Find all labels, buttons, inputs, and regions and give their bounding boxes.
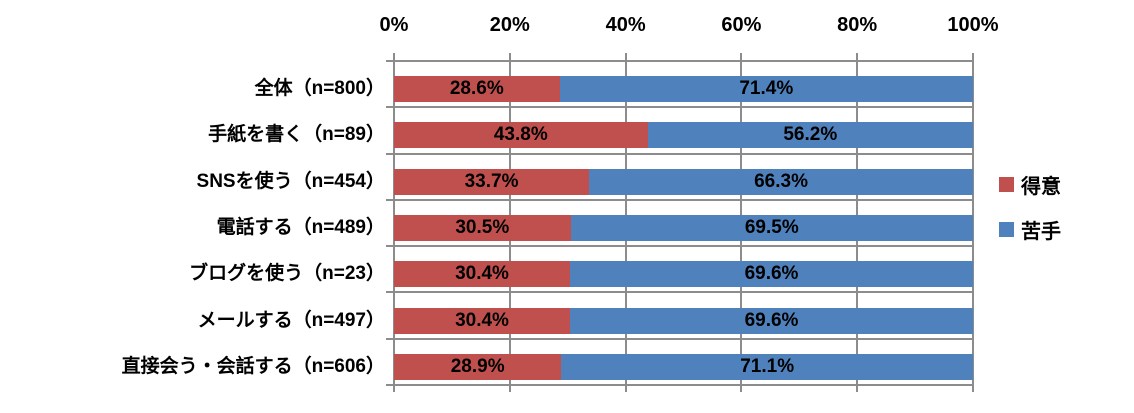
category-label: SNSを使う（n=454）	[196, 170, 385, 192]
category-label: メールする（n=497）	[197, 309, 385, 331]
bar-value-label: 66.3%	[754, 170, 808, 192]
bar-value-label: 69.6%	[744, 309, 799, 331]
bar-segment-tokui: 30.4%	[394, 261, 571, 288]
legend-label-tokui: 得意	[1021, 175, 1061, 198]
legend-item-tokui: 得意	[999, 171, 1061, 198]
horizontal-gridline	[386, 60, 973, 62]
horizontal-gridline	[386, 291, 973, 294]
bar-segment-tokui: 43.8%	[394, 122, 648, 149]
horizontal-gridline	[386, 245, 973, 248]
bar-value-label: 28.9%	[450, 355, 505, 377]
horizontal-gridline	[386, 198, 973, 201]
legend-swatch-tokui	[999, 176, 1014, 192]
horizontal-gridline	[386, 337, 973, 340]
horizontal-gridline	[386, 152, 973, 155]
category-label: 電話する（n=489）	[216, 217, 385, 238]
bar-value-label: 69.5%	[744, 217, 799, 238]
bar-segment-nigate: 71.1%	[561, 353, 973, 380]
bar-value-label: 71.1%	[740, 355, 795, 377]
horizontal-gridline	[386, 106, 973, 109]
bar-value-label: 56.2%	[783, 124, 838, 146]
bar-segment-nigate: 66.3%	[589, 168, 973, 195]
category-label: ブログを使う（n=23）	[189, 263, 385, 285]
bar-value-label: 33.7%	[464, 170, 519, 192]
bar-value-label: 69.6%	[744, 263, 799, 285]
x-axis-tick-label: 100%	[947, 14, 999, 36]
bar-segment-nigate: 69.5%	[570, 215, 973, 241]
bar-segment-tokui: 28.6%	[394, 76, 560, 103]
bar-segment-nigate: 69.6%	[570, 307, 973, 334]
bar-segment-tokui: 30.5%	[394, 215, 571, 241]
category-label: 直接会う・会話する（n=606）	[121, 355, 385, 377]
x-axis-tick-label: 40%	[605, 14, 646, 36]
bar-segment-tokui: 30.4%	[394, 307, 571, 334]
x-axis-tick-label: 20%	[489, 14, 530, 36]
legend-label-nigate: 苦手	[1021, 220, 1061, 243]
legend-swatch-nigate	[999, 221, 1014, 237]
bar-segment-nigate: 56.2%	[647, 122, 973, 149]
bar-value-label: 30.4%	[455, 309, 509, 331]
chart-legend: 得意 苦手	[999, 171, 1061, 261]
category-label: 全体（n=800）	[254, 78, 385, 100]
category-label: 手紙を書く（n=89）	[208, 124, 385, 146]
bar-value-label: 71.4%	[739, 78, 794, 100]
legend-item-nigate: 苦手	[999, 216, 1061, 243]
horizontal-gridline	[386, 384, 973, 386]
x-axis-tick-label: 0%	[379, 14, 409, 36]
bar-value-label: 28.6%	[449, 78, 504, 100]
bar-segment-tokui: 28.9%	[394, 353, 562, 380]
x-axis-tick-label: 80%	[837, 14, 878, 36]
x-axis-tick-label: 60%	[721, 14, 762, 36]
bar-value-label: 30.5%	[455, 217, 510, 238]
bar-value-label: 30.4%	[455, 263, 509, 285]
vertical-gridline	[972, 53, 974, 392]
bar-value-label: 43.8%	[493, 124, 548, 146]
bar-segment-nigate: 69.6%	[570, 261, 973, 288]
bar-segment-tokui: 33.7%	[394, 168, 590, 195]
bar-segment-nigate: 71.4%	[559, 76, 973, 103]
